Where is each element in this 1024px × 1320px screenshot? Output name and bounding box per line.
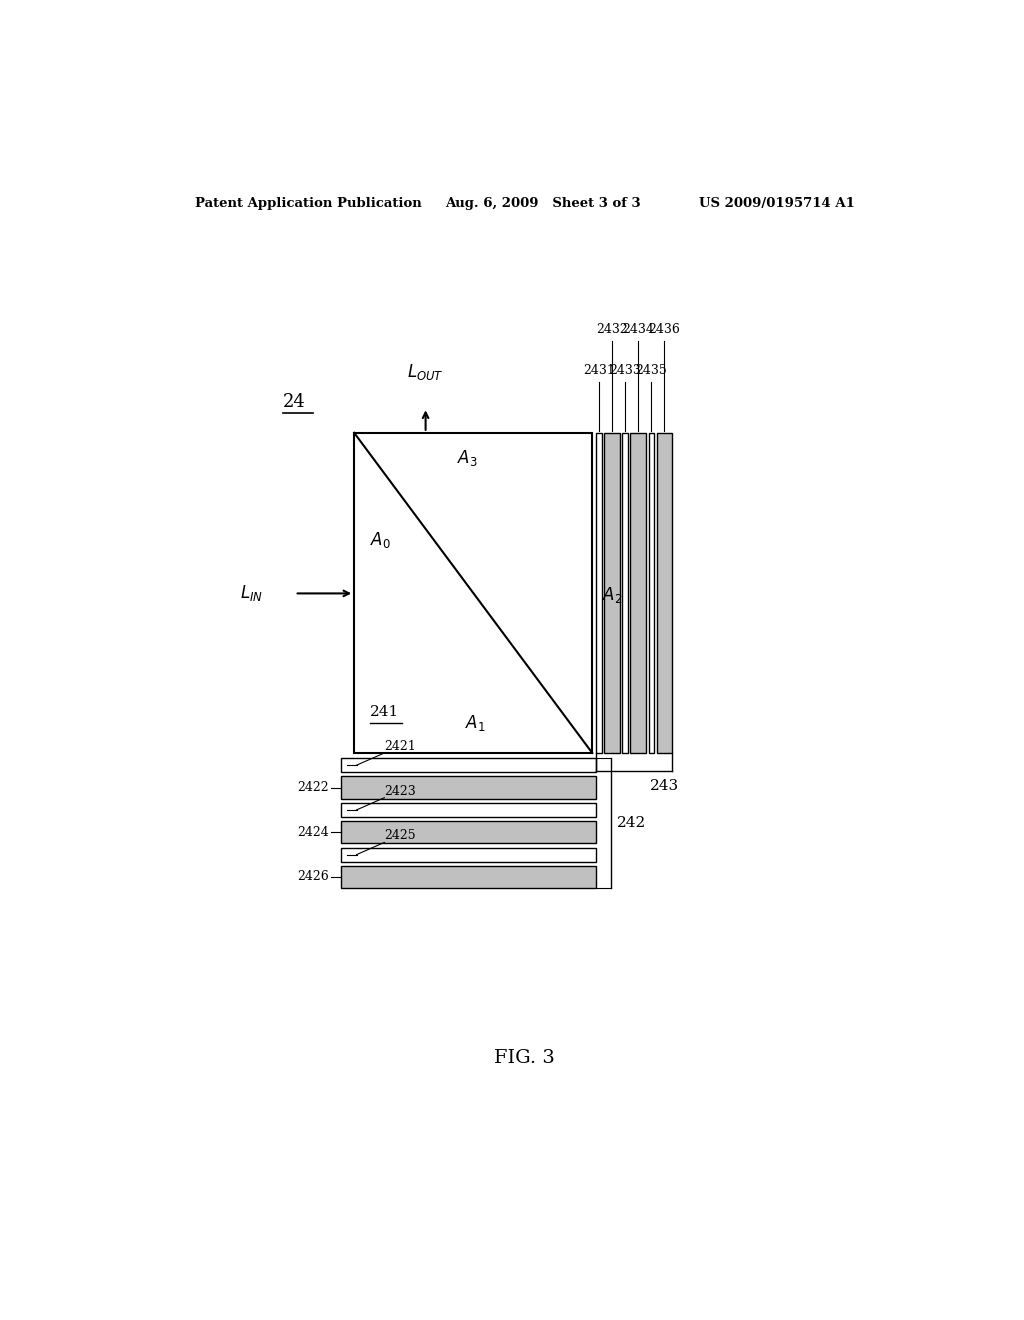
Bar: [341, 821, 596, 843]
Bar: [648, 433, 654, 752]
Text: Aug. 6, 2009   Sheet 3 of 3: Aug. 6, 2009 Sheet 3 of 3: [445, 197, 641, 210]
Bar: [341, 758, 596, 772]
Bar: [341, 866, 596, 888]
Text: 2424: 2424: [297, 826, 329, 838]
Bar: [341, 803, 596, 817]
Text: 242: 242: [616, 816, 646, 830]
Text: 2434: 2434: [623, 323, 654, 337]
Text: 2422: 2422: [297, 781, 329, 795]
Text: $A_3$: $A_3$: [458, 449, 478, 469]
Text: 2421: 2421: [384, 741, 416, 752]
Text: $A_0$: $A_0$: [370, 529, 391, 549]
Bar: [341, 776, 596, 799]
Text: 2425: 2425: [384, 829, 416, 842]
Bar: [623, 433, 628, 752]
Text: 24: 24: [283, 393, 305, 412]
Text: 241: 241: [370, 705, 399, 719]
Bar: [354, 433, 592, 752]
Bar: [631, 433, 646, 752]
Bar: [656, 433, 673, 752]
Text: $L_{OUT}$: $L_{OUT}$: [408, 362, 444, 381]
Bar: [596, 433, 602, 752]
Text: 2435: 2435: [636, 364, 668, 378]
Text: 2436: 2436: [648, 323, 680, 337]
Text: 2433: 2433: [609, 364, 641, 378]
Bar: [604, 433, 620, 752]
Text: $A_1$: $A_1$: [465, 713, 486, 733]
Text: 2426: 2426: [297, 870, 329, 883]
Text: 2432: 2432: [596, 323, 628, 337]
Text: 2423: 2423: [384, 784, 416, 797]
Bar: [341, 847, 596, 862]
Text: 2431: 2431: [583, 364, 615, 378]
Text: $L_{IN}$: $L_{IN}$: [240, 583, 263, 603]
Text: Patent Application Publication: Patent Application Publication: [196, 197, 422, 210]
Text: US 2009/0195714 A1: US 2009/0195714 A1: [699, 197, 855, 210]
Text: $A_2$: $A_2$: [602, 586, 623, 606]
Text: FIG. 3: FIG. 3: [495, 1049, 555, 1067]
Text: 243: 243: [650, 779, 679, 793]
